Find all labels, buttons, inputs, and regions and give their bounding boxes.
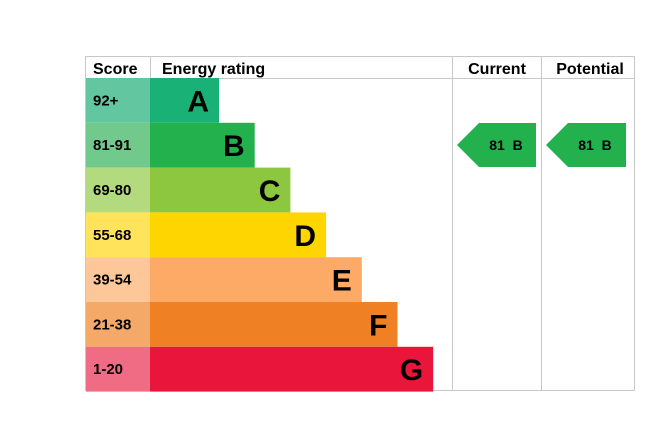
rating-bands: 92+ A 81-91 B 69-80 C 55-68 D 39-54 E 21-38 F 1-20 G xyxy=(86,78,434,392)
current-rating-arrow: 81 B xyxy=(457,123,536,167)
score-cell-f xyxy=(86,302,150,347)
rating-letter-a: A xyxy=(187,85,209,118)
potential-rating-arrow: 81 B xyxy=(546,123,626,167)
rating-bar-a xyxy=(150,78,219,123)
rating-bar-e xyxy=(150,257,362,302)
rating-bar-d xyxy=(150,212,327,258)
rating-bar-c xyxy=(150,167,291,213)
rating-letter-e: E xyxy=(332,265,352,298)
rating-letter-f: F xyxy=(369,309,387,342)
header-potential: Potential xyxy=(556,61,624,78)
score-cell-b xyxy=(86,122,150,168)
rating-letter-c: C xyxy=(259,175,281,208)
rating-letter-g: G xyxy=(400,354,423,387)
score-cell-e xyxy=(86,257,150,302)
score-range-f: 21-38 xyxy=(93,316,131,333)
rating-letter-d: D xyxy=(294,220,316,253)
potential-rating-label: 81 B xyxy=(578,137,611,153)
score-cell-g xyxy=(86,346,150,392)
score-range-e: 39-54 xyxy=(93,272,132,289)
score-range-d: 55-68 xyxy=(93,227,131,244)
header-energy-rating: Energy rating xyxy=(162,61,265,78)
score-range-c: 69-80 xyxy=(93,182,131,199)
header-current: Current xyxy=(468,61,526,78)
potential-arrow-shape xyxy=(546,123,626,167)
score-cell-d xyxy=(86,212,150,258)
current-arrow-shape xyxy=(457,123,536,167)
score-range-b: 81-91 xyxy=(93,137,131,154)
current-rating-label: 81 B xyxy=(489,137,522,153)
score-cell-c xyxy=(86,167,150,213)
rating-letter-b: B xyxy=(223,130,245,163)
rating-bar-b xyxy=(150,122,255,168)
score-cell-a xyxy=(86,78,150,123)
score-range-a: 92+ xyxy=(93,92,119,109)
rating-bar-g xyxy=(150,346,434,392)
header-score: Score xyxy=(93,61,138,78)
rating-bar-f xyxy=(150,302,398,347)
score-range-g: 1-20 xyxy=(93,361,123,378)
